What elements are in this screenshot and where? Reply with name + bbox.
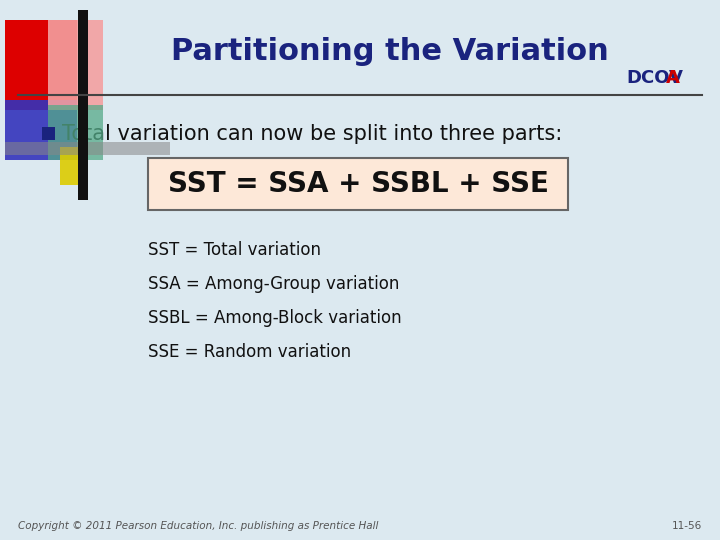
- FancyBboxPatch shape: [148, 158, 568, 210]
- Text: DCOV: DCOV: [626, 69, 683, 87]
- Text: SST = SSA + SSBL + SSE: SST = SSA + SSBL + SSE: [168, 170, 549, 198]
- Text: Partitioning the Variation: Partitioning the Variation: [171, 37, 609, 66]
- Text: A: A: [666, 69, 680, 87]
- Bar: [5, 20, 77, 110]
- Bar: [60, 147, 82, 185]
- Text: Total variation can now be split into three parts:: Total variation can now be split into th…: [62, 124, 562, 144]
- Text: SST = Total variation: SST = Total variation: [148, 241, 321, 259]
- Bar: [48, 20, 103, 110]
- Text: Copyright © 2011 Pearson Education, Inc. publishing as Prentice Hall: Copyright © 2011 Pearson Education, Inc.…: [18, 521, 379, 531]
- Text: 11-56: 11-56: [672, 521, 702, 531]
- Bar: [48, 105, 103, 160]
- Bar: [78, 10, 88, 200]
- Text: SSBL = Among-Block variation: SSBL = Among-Block variation: [148, 309, 402, 327]
- Text: SSE = Random variation: SSE = Random variation: [148, 343, 351, 361]
- Bar: [5, 142, 170, 155]
- Bar: [42, 127, 55, 140]
- Bar: [5, 100, 77, 160]
- Text: SSA = Among-Group variation: SSA = Among-Group variation: [148, 275, 400, 293]
